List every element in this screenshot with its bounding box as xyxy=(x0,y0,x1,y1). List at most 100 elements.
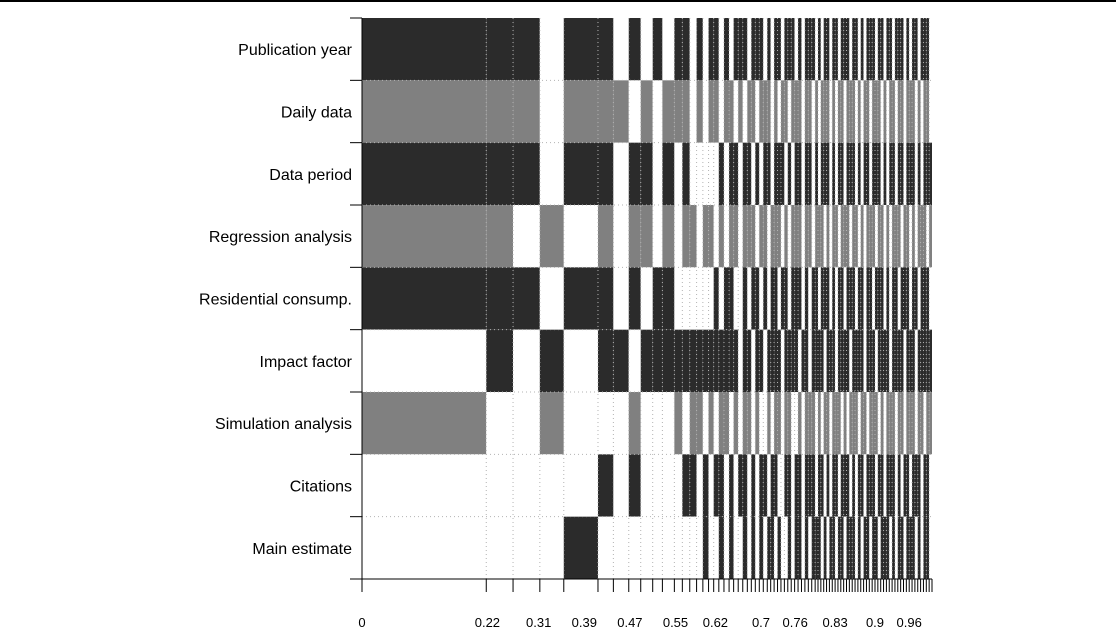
cell xyxy=(917,205,921,268)
cell xyxy=(513,267,540,330)
cell xyxy=(869,142,873,205)
cell xyxy=(917,454,921,517)
cell xyxy=(674,142,683,205)
cell xyxy=(914,18,918,81)
cell xyxy=(894,205,898,268)
cell xyxy=(747,80,752,143)
cell xyxy=(729,454,734,517)
cell xyxy=(708,329,714,392)
cell xyxy=(755,18,760,81)
cell xyxy=(729,392,734,455)
cell xyxy=(866,267,870,330)
x-tick-label: 0.47 xyxy=(617,615,642,630)
cell xyxy=(923,80,927,143)
cell xyxy=(597,329,614,392)
cell xyxy=(777,80,781,143)
cell xyxy=(894,329,898,392)
cell xyxy=(640,516,653,579)
cell xyxy=(889,80,893,143)
cell xyxy=(835,205,838,268)
cell xyxy=(923,18,927,81)
cell xyxy=(689,18,697,81)
cell xyxy=(791,329,795,392)
cell xyxy=(804,329,809,392)
cell xyxy=(880,267,884,330)
cell xyxy=(835,454,838,517)
cell xyxy=(696,142,703,205)
cell xyxy=(759,516,764,579)
cell xyxy=(733,392,739,455)
row-2 xyxy=(362,142,932,205)
cell xyxy=(852,267,856,330)
cell xyxy=(723,454,730,517)
cell xyxy=(708,392,714,455)
cell xyxy=(846,516,850,579)
cell xyxy=(820,516,824,579)
cell xyxy=(835,516,838,579)
x-tick-label: 0.31 xyxy=(526,615,551,630)
cell xyxy=(784,329,788,392)
cell xyxy=(804,267,809,330)
cell xyxy=(486,142,514,205)
cell xyxy=(863,392,867,455)
top-border-line xyxy=(0,0,1116,2)
cell xyxy=(662,205,675,268)
cell xyxy=(713,18,719,81)
cell xyxy=(900,454,904,517)
cell xyxy=(860,516,864,579)
cell xyxy=(832,205,836,268)
cell xyxy=(835,80,838,143)
cell xyxy=(794,205,799,268)
cell xyxy=(682,392,690,455)
cell xyxy=(832,142,836,205)
cell xyxy=(869,454,873,517)
cell xyxy=(770,18,775,81)
cell xyxy=(784,142,788,205)
cell xyxy=(747,18,752,81)
cell xyxy=(906,142,910,205)
cell xyxy=(903,267,907,330)
x-tick-label: 0.62 xyxy=(703,615,728,630)
cell xyxy=(729,267,734,330)
cell xyxy=(674,267,683,330)
cell xyxy=(613,205,629,268)
cell xyxy=(837,454,841,517)
cell xyxy=(900,329,904,392)
cell xyxy=(823,392,827,455)
cell xyxy=(863,454,867,517)
cell xyxy=(886,516,890,579)
cell xyxy=(628,142,641,205)
cell xyxy=(906,18,910,81)
cell xyxy=(889,205,893,268)
cell xyxy=(652,18,663,81)
cell xyxy=(362,329,487,392)
cell xyxy=(713,80,719,143)
cell xyxy=(866,329,870,392)
cell xyxy=(929,205,932,268)
cell xyxy=(539,392,564,455)
cell xyxy=(767,142,771,205)
cell xyxy=(770,142,775,205)
cell xyxy=(920,267,924,330)
cell xyxy=(770,454,775,517)
cell xyxy=(869,516,873,579)
cell xyxy=(362,516,487,579)
cell xyxy=(917,18,921,81)
cell xyxy=(912,205,915,268)
cell xyxy=(770,392,775,455)
cell xyxy=(662,454,675,517)
cell xyxy=(840,329,844,392)
cell xyxy=(798,18,802,81)
row-4 xyxy=(362,267,932,330)
cell xyxy=(900,205,904,268)
cell xyxy=(914,205,918,268)
cell xyxy=(823,454,827,517)
cell xyxy=(723,80,730,143)
cell xyxy=(926,392,930,455)
cell xyxy=(689,142,697,205)
cell xyxy=(774,454,778,517)
cell xyxy=(763,392,768,455)
cell xyxy=(875,142,878,205)
cell xyxy=(804,205,809,268)
